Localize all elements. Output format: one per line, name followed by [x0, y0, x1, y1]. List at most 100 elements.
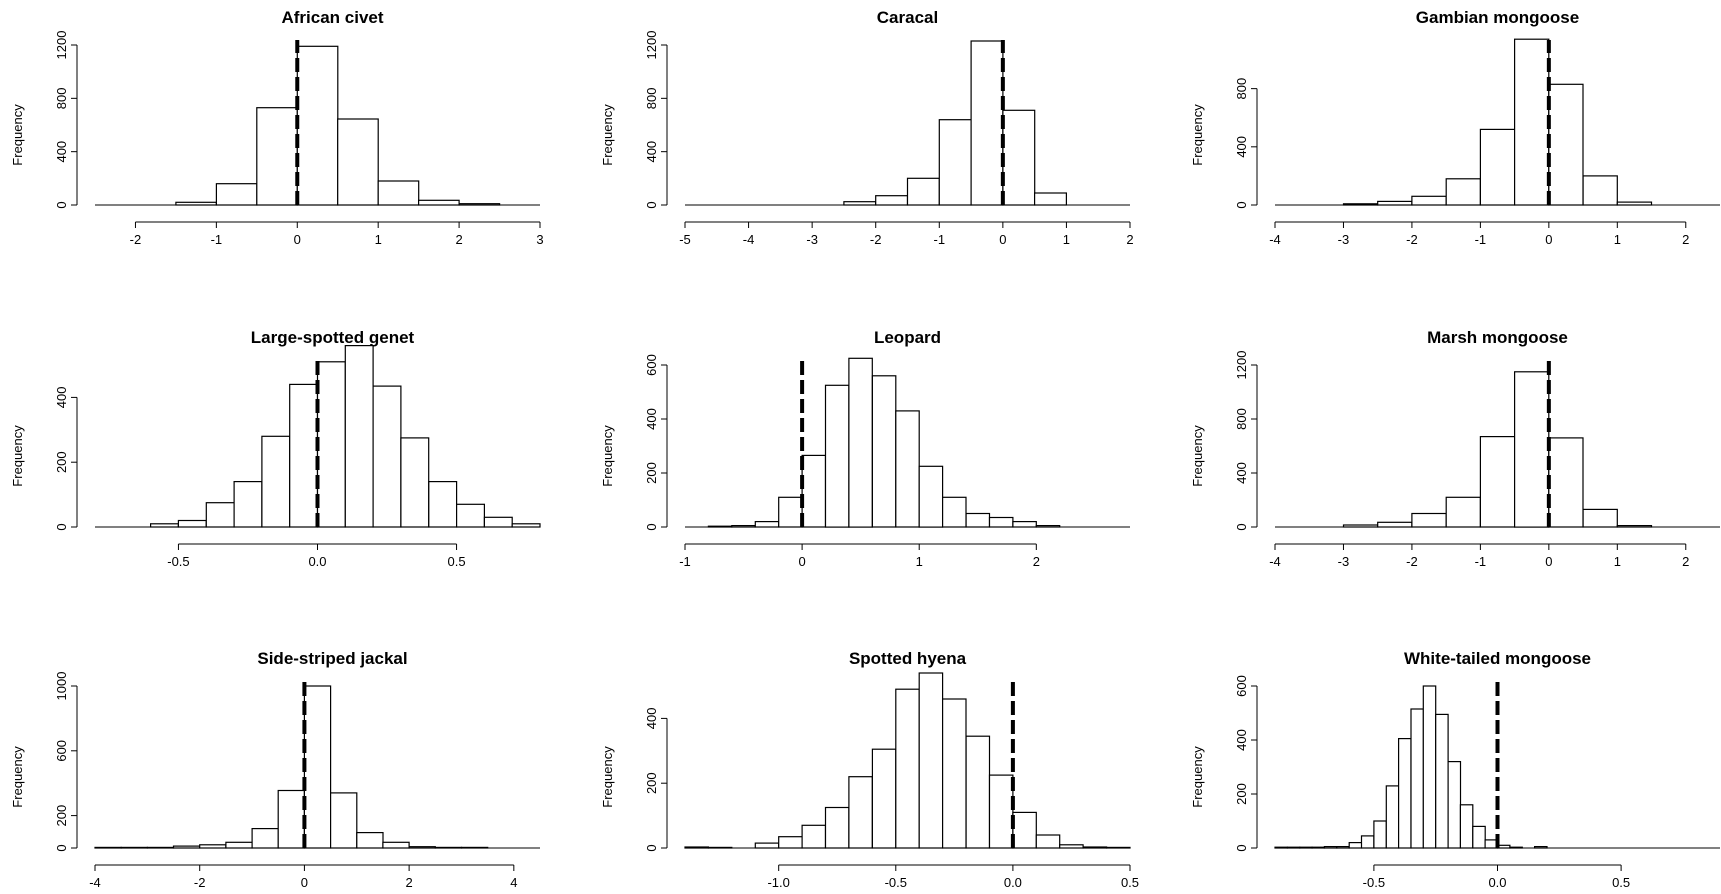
- y-tick-label: 600: [54, 740, 69, 762]
- y-axis-label: Frequency: [600, 104, 615, 166]
- histogram-bar: [1397, 737, 1412, 849]
- y-axis-label: Frequency: [1190, 425, 1205, 487]
- x-tick-label: 1: [1614, 232, 1621, 247]
- histogram-bar: [1548, 83, 1584, 206]
- histogram-bar: [225, 841, 253, 849]
- histogram-bar: [1513, 38, 1550, 206]
- x-tick-label: -4: [89, 875, 101, 890]
- y-tick-label: 200: [54, 451, 69, 473]
- histogram-bar: [1377, 200, 1413, 206]
- histogram-panel: Gambian mongoose -4 -3 -2 -1 0 1 2 0 400 800 Freque…: [1190, 8, 1720, 247]
- y-tick-label: 0: [644, 523, 659, 530]
- x-tick-label: 1: [1063, 232, 1070, 247]
- x-tick-label: -2: [1406, 554, 1418, 569]
- histogram-bar: [848, 776, 873, 849]
- x-tick-label: -3: [1338, 232, 1350, 247]
- panel-title: Large-spotted genet: [251, 328, 415, 347]
- histogram-bar: [1411, 195, 1447, 206]
- histogram-bar: [1348, 841, 1363, 849]
- histogram-bar: [801, 824, 827, 849]
- y-tick-label: 400: [54, 387, 69, 409]
- histogram-bar: [941, 496, 967, 528]
- histogram-bar: [215, 183, 258, 206]
- x-tick-label: 0.0: [1488, 875, 1506, 890]
- x-tick-label: -1: [679, 554, 691, 569]
- histogram-bar: [988, 774, 1014, 849]
- y-tick-label: 600: [644, 354, 659, 376]
- histogram-bar: [1385, 785, 1400, 849]
- panel-title: Caracal: [877, 8, 938, 27]
- x-tick-label: -4: [1269, 554, 1281, 569]
- x-tick-label: -2: [870, 232, 882, 247]
- y-tick-label: 400: [54, 141, 69, 163]
- histogram-bar: [1435, 713, 1449, 849]
- x-tick-label: -0.5: [1363, 875, 1385, 890]
- histogram-bar: [801, 454, 827, 528]
- histogram-bar: [1411, 512, 1447, 528]
- x-tick-label: 2: [455, 232, 462, 247]
- y-tick-label: 0: [644, 844, 659, 851]
- histogram-bar: [918, 672, 944, 849]
- y-tick-label: 400: [644, 408, 659, 430]
- x-tick-label: 2: [1126, 232, 1133, 247]
- histogram-bar: [778, 836, 803, 849]
- x-tick-label: 1: [1614, 554, 1621, 569]
- x-tick-label: 0.5: [1121, 875, 1139, 890]
- histogram-bar: [205, 502, 235, 528]
- x-tick-label: 2: [406, 875, 413, 890]
- histogram-bar: [1513, 371, 1550, 528]
- histogram-bar: [316, 361, 346, 528]
- x-tick-label: 0: [294, 232, 301, 247]
- histogram-bar: [1035, 834, 1061, 849]
- y-tick-label: 800: [644, 87, 659, 109]
- x-tick-label: 4: [510, 875, 517, 890]
- x-tick-label: -4: [1269, 232, 1281, 247]
- histogram-bar: [1445, 496, 1481, 528]
- histogram-bar: [256, 107, 298, 206]
- histogram-bar: [970, 40, 1004, 206]
- x-tick-label: -0.5: [885, 875, 907, 890]
- histogram-bar: [372, 385, 402, 528]
- histogram-bar: [356, 831, 384, 849]
- histogram-bar: [848, 357, 873, 528]
- y-tick-label: 1000: [54, 672, 69, 701]
- histogram-bar: [895, 688, 920, 849]
- histogram-bar: [289, 383, 319, 528]
- x-tick-label: 3: [536, 232, 543, 247]
- panel-title: Side-striped jackal: [257, 649, 407, 668]
- x-tick-label: 2: [1682, 554, 1689, 569]
- y-tick-label: 200: [644, 462, 659, 484]
- histogram-bar: [1012, 811, 1037, 849]
- histogram-bar: [330, 792, 358, 849]
- x-tick-label: 2: [1033, 554, 1040, 569]
- histogram-bar: [1445, 178, 1481, 206]
- histogram-panel: Side-striped jackal -4 -2 0 2 4 0 200 600 1000 Fre…: [10, 649, 540, 890]
- y-tick-label: 0: [644, 201, 659, 208]
- y-tick-label: 400: [1234, 136, 1249, 158]
- y-axis-label: Frequency: [10, 746, 25, 808]
- x-tick-label: 0.5: [1612, 875, 1630, 890]
- histogram-panel: Large-spotted genet -0.5 0.0 0.5 0 200 400 Freq…: [10, 328, 541, 569]
- y-axis-label: Frequency: [600, 425, 615, 487]
- histogram-bar: [456, 503, 486, 528]
- panel-title: Leopard: [874, 328, 941, 347]
- histogram-bar: [382, 841, 410, 849]
- y-tick-label: 0: [54, 844, 69, 851]
- histogram-bar: [1377, 521, 1413, 528]
- x-tick-label: 0: [301, 875, 308, 890]
- x-tick-label: -1.0: [767, 875, 789, 890]
- x-tick-label: 1: [375, 232, 382, 247]
- histogram-bar: [941, 698, 967, 849]
- y-tick-label: 1200: [54, 31, 69, 60]
- x-tick-label: -3: [1338, 554, 1350, 569]
- x-tick-label: 0.0: [1004, 875, 1022, 890]
- panel-title: Gambian mongoose: [1416, 8, 1579, 27]
- histogram-panel: Caracal -5 -4 -3 -2 -1 0 1 2 0 400 800 1200 Frequency: [600, 8, 1134, 247]
- y-tick-label: 400: [644, 141, 659, 163]
- histogram-bar: [251, 827, 279, 849]
- y-tick-label: 0: [1234, 523, 1249, 530]
- histogram-bar: [871, 748, 897, 849]
- histogram-bar: [277, 789, 306, 849]
- histogram-bar: [918, 465, 944, 528]
